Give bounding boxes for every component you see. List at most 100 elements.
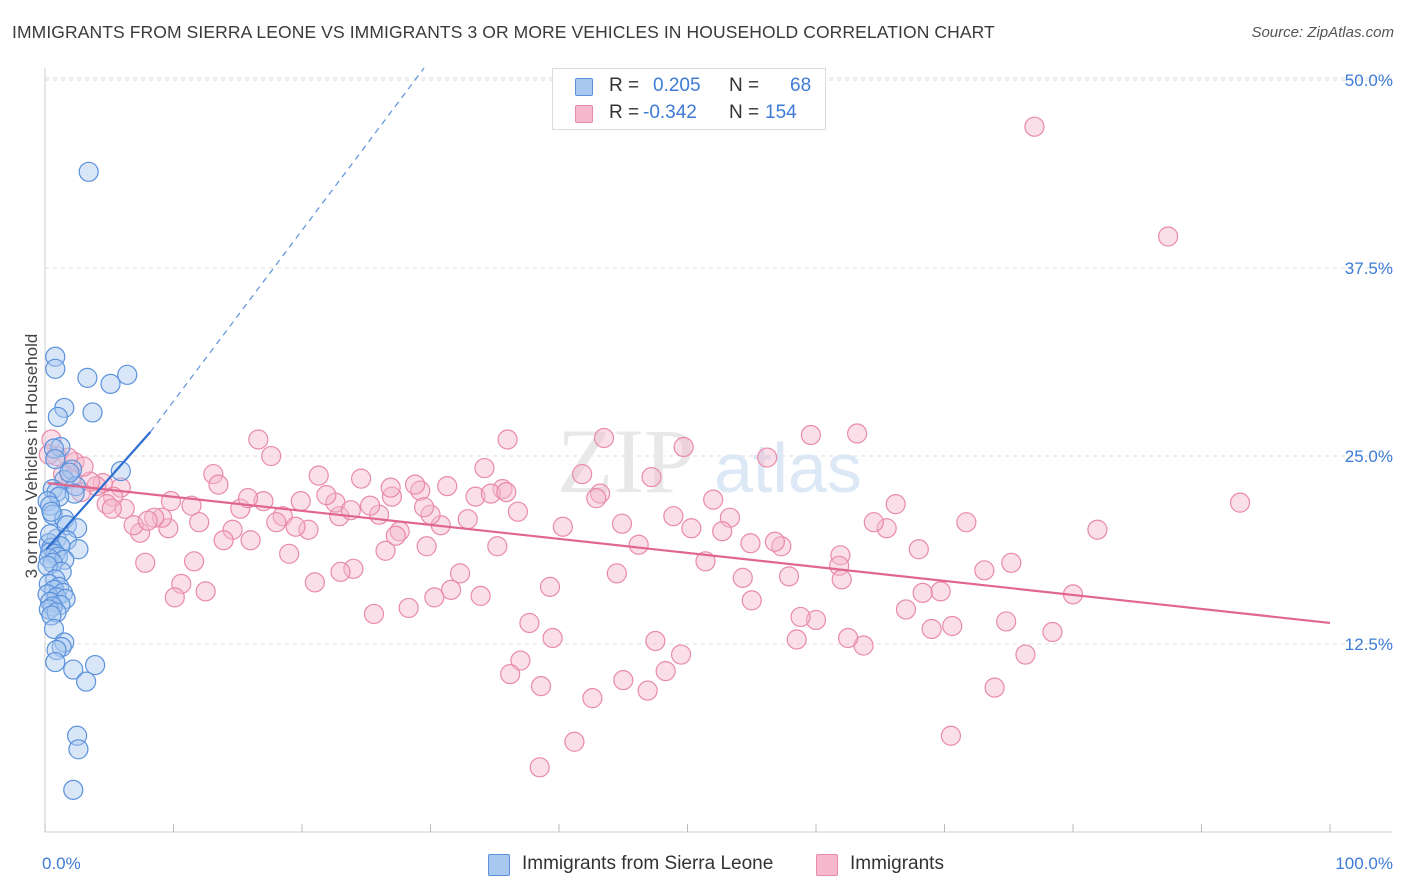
legend-row-immigrants: R = -0.342 N = 154 [553,101,825,127]
immigrants-point [363,603,385,625]
sierra-leone-trend-extension [149,67,425,433]
watermark-atlas: atlas [714,429,862,507]
immigrants-point [203,463,224,485]
immigrants-point [655,660,676,682]
immigrants-point [195,581,216,602]
legend-r-label: R = [609,75,640,96]
legend-r-label: R = [609,102,640,123]
sierra-leone-point [43,438,65,459]
immigrants-point [449,563,471,584]
immigrants-point [663,506,684,527]
immigrants-point [160,491,182,512]
immigrants-point [101,498,122,519]
legend-swatch-pink [575,105,593,123]
immigrants-point [740,533,761,554]
sierra-leone-point [45,651,66,673]
sierra-leone-point [85,654,106,676]
immigrants-point [480,483,501,504]
sierra-leone-point [110,460,131,482]
immigrants-point [830,545,851,566]
immigrants-point [529,757,550,778]
legend-n-label: N = [729,102,760,123]
immigrants-point [741,590,762,611]
immigrants-point [586,488,607,509]
immigrants-point [593,427,615,449]
immigrants-point [304,572,325,593]
immigrants-point [1087,519,1108,540]
sierra-leone-point [45,358,66,379]
watermark: ZIP atlas [557,410,862,512]
immigrants-point [507,501,528,522]
source-label: Source: ZipAtlas.com [1251,24,1394,41]
immigrants-point [786,629,807,650]
immigrants-point [613,670,634,691]
immigrants-point [465,486,486,507]
immigrants-point [416,536,437,557]
immigrants-point [778,566,800,587]
immigrants-point [611,513,633,534]
gridlines [45,77,1392,645]
immigrants-point [135,552,156,573]
immigrants-point [510,650,531,671]
immigrants-point [1157,226,1179,247]
immigrants-point [457,509,478,530]
immigrants-point [695,551,716,572]
sierra-leone-point [50,436,71,458]
immigrants-point [956,512,977,533]
immigrants-point [496,482,517,503]
immigrants-point [628,534,649,555]
sierra-leone-point [63,659,84,680]
immigrants-point [984,677,1005,698]
immigrants-point [497,429,518,450]
immigrants-point [1024,116,1045,137]
x-tick-label: 0.0% [42,854,81,873]
legend-label: Immigrants from Sierra Leone [522,853,774,874]
immigrants-point [1015,644,1036,665]
legend-r-value: -0.342 [643,102,697,123]
immigrants-point [308,465,329,486]
immigrants-point [670,644,692,665]
sierra-leone-point [43,618,65,640]
immigrants-point [413,497,435,518]
immigrants-point [732,567,753,588]
immigrants-point [261,445,282,467]
immigrants-point [213,530,234,551]
immigrants-point [437,476,458,497]
immigrants-point [404,474,426,495]
sierra-leone-point [59,462,80,483]
sierra-leone-point [61,459,83,480]
immigrants-point [885,494,906,515]
immigrants-point [564,731,585,752]
y-tick-label: 25.0% [1345,447,1393,466]
sierra-leone-points [37,161,138,800]
immigrants-point [930,581,951,602]
immigrants-point [712,521,733,542]
immigrants-point [645,630,666,652]
immigrants-point [572,463,593,485]
immigrants-point [208,474,229,495]
immigrants-point [285,516,306,537]
immigrants-point [673,436,694,458]
immigrants-point [876,518,897,539]
immigrants-point [398,597,419,619]
legend-row-sierra-leone: R = 0.205 N = 68 [553,74,825,100]
immigrants-point [641,466,662,488]
trend-lines [45,67,1331,625]
immigrants-point [470,585,491,606]
sierra-leone-point [63,779,84,800]
watermark-zip: ZIP [557,410,695,512]
immigrants-point [316,485,337,506]
immigrants-point [492,479,513,500]
immigrants-point [424,587,445,608]
immigrants-point [637,680,658,701]
immigrants-point [164,587,185,608]
immigrants-point [380,477,401,498]
sierra-leone-point [82,402,103,423]
sierra-leone-point [45,448,66,470]
immigrants-point [912,582,933,603]
immigrants-point [552,516,573,537]
sierra-leone-point [68,539,89,560]
immigrants-trend-line [47,482,1331,625]
immigrants-point [248,429,269,450]
legend-label: Immigrants [850,853,944,874]
